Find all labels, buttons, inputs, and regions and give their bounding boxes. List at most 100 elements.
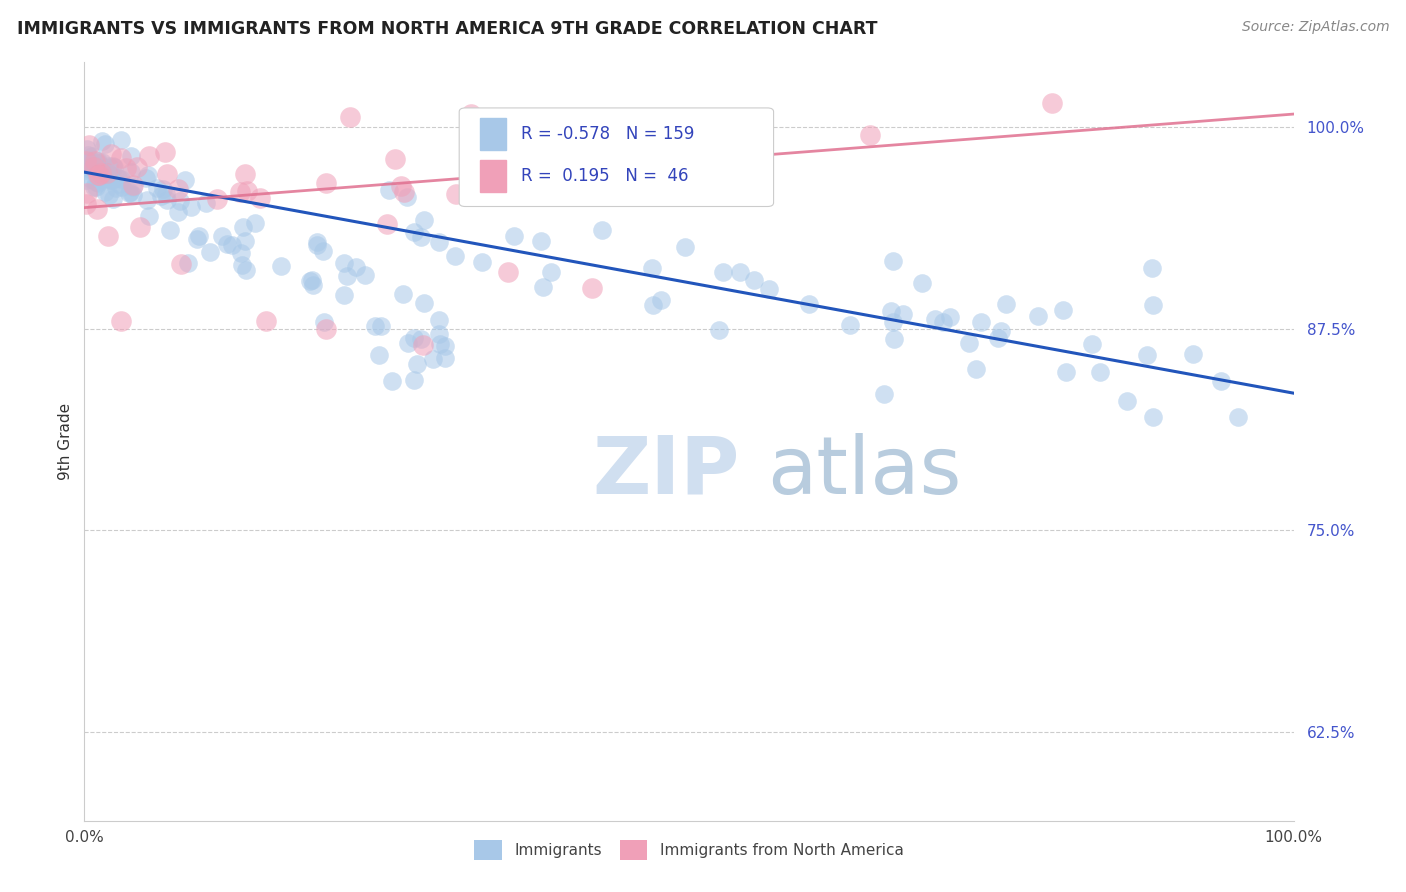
Point: [235, 235, 257, 249]
FancyBboxPatch shape: [479, 160, 506, 192]
Point: [198, 244, 221, 259]
Point: [344, 260, 367, 274]
Point: [402, 373, 425, 387]
Point: [1136, 348, 1159, 362]
Point: [673, 240, 696, 254]
Point: [108, 178, 131, 192]
Text: R =  0.195   N =  46: R = 0.195 N = 46: [520, 167, 689, 185]
Point: [1142, 298, 1164, 312]
Point: [742, 273, 765, 287]
Point: [413, 213, 436, 227]
Point: [114, 161, 136, 176]
Point: [96, 165, 118, 179]
Point: [1209, 375, 1232, 389]
Point: [136, 193, 159, 207]
Point: [76, 186, 98, 200]
Point: [105, 181, 128, 195]
Point: [995, 297, 1018, 311]
Point: [155, 187, 177, 202]
Point: [159, 223, 181, 237]
Point: [406, 357, 429, 371]
Point: [87, 168, 110, 182]
Point: [91, 155, 114, 169]
Point: [332, 256, 354, 270]
Point: [122, 188, 145, 202]
Point: [531, 279, 554, 293]
Point: [89, 161, 111, 175]
Point: [315, 176, 337, 190]
Point: [110, 172, 132, 186]
Point: [728, 265, 751, 279]
Point: [429, 326, 451, 341]
Point: [86, 175, 108, 189]
Point: [314, 315, 336, 329]
Point: [174, 173, 197, 187]
Point: [110, 313, 132, 327]
Point: [169, 194, 191, 209]
Point: [315, 321, 337, 335]
Point: [76, 143, 98, 157]
Point: [217, 236, 239, 251]
Point: [1116, 394, 1139, 409]
Point: [98, 168, 121, 182]
Point: [152, 182, 174, 196]
Point: [111, 180, 134, 194]
Point: [496, 265, 519, 279]
Point: [987, 331, 1010, 345]
Point: [434, 351, 457, 366]
Point: [434, 339, 457, 353]
Y-axis label: 9th Grade: 9th Grade: [58, 403, 73, 480]
Point: [122, 178, 145, 192]
Point: [87, 154, 110, 169]
Point: [1181, 347, 1204, 361]
Point: [1054, 365, 1077, 379]
Point: [412, 337, 434, 351]
Point: [229, 185, 252, 199]
Point: [540, 265, 562, 279]
Point: [384, 152, 406, 166]
Point: [427, 313, 450, 327]
Point: [136, 168, 159, 182]
Point: [100, 147, 122, 161]
Point: [87, 176, 110, 190]
Point: [231, 258, 253, 272]
Point: [758, 282, 780, 296]
Text: R = -0.578   N = 159: R = -0.578 N = 159: [520, 125, 695, 143]
Point: [84, 180, 107, 194]
Point: [150, 189, 173, 203]
Point: [87, 156, 110, 170]
Point: [312, 244, 335, 259]
Point: [156, 193, 179, 207]
Point: [103, 161, 125, 175]
Point: [957, 335, 980, 350]
Point: [120, 165, 142, 179]
Point: [110, 133, 132, 147]
Point: [110, 151, 132, 165]
Point: [166, 182, 188, 196]
Point: [502, 228, 524, 243]
Point: [530, 234, 553, 248]
Point: [389, 179, 412, 194]
Point: [128, 220, 150, 235]
Point: [94, 171, 117, 186]
Point: [422, 351, 444, 366]
Point: [138, 149, 160, 163]
Point: [471, 255, 494, 269]
Point: [1088, 365, 1111, 379]
Point: [118, 186, 141, 200]
Point: [924, 311, 946, 326]
Point: [94, 185, 117, 199]
Point: [103, 169, 125, 184]
Point: [911, 276, 934, 290]
Point: [471, 176, 494, 190]
Point: [404, 225, 426, 239]
Point: [443, 249, 465, 263]
Point: [965, 362, 987, 376]
Point: [883, 332, 905, 346]
Point: [235, 184, 257, 198]
Point: [402, 331, 425, 345]
Text: IMMIGRANTS VS IMMIGRANTS FROM NORTH AMERICA 9TH GRADE CORRELATION CHART: IMMIGRANTS VS IMMIGRANTS FROM NORTH AMER…: [17, 20, 877, 37]
Point: [301, 273, 323, 287]
Point: [138, 209, 160, 223]
Point: [231, 220, 253, 235]
